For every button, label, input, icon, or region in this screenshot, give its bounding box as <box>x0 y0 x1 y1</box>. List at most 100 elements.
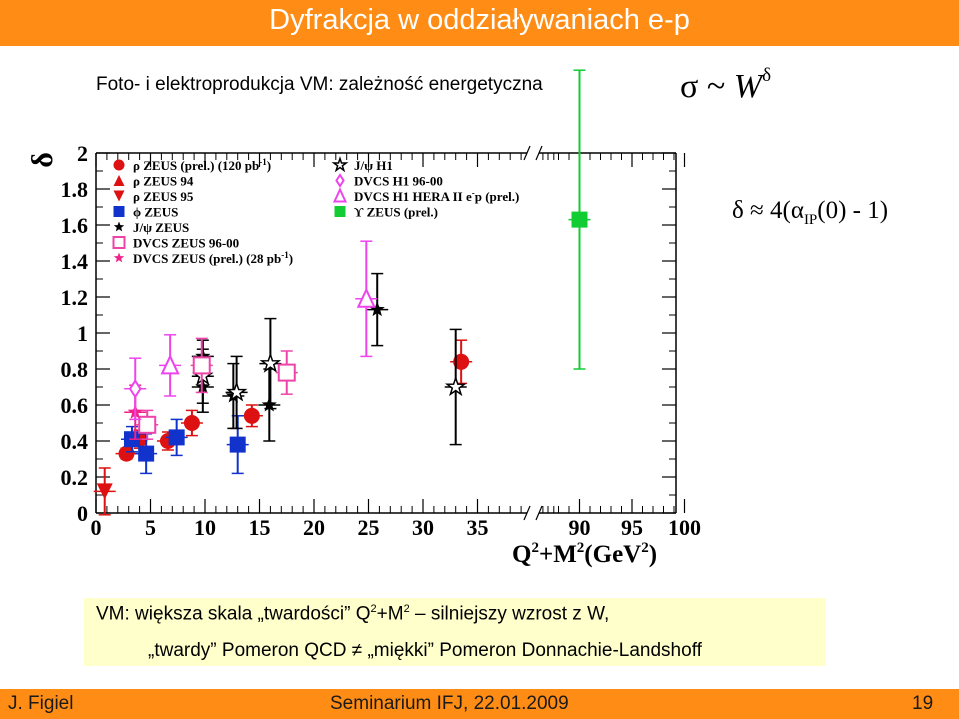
data-point <box>356 287 376 308</box>
data-point <box>229 436 246 453</box>
series-7 <box>124 357 147 421</box>
footer-author: J. Figiel <box>8 693 74 714</box>
legend-right-item-label: DVCS H1 HERA II e-p (prel.) <box>354 188 519 204</box>
x-tick-label: 100 <box>668 515 701 540</box>
legend-left-item-marker <box>113 206 125 217</box>
data-point <box>192 356 211 375</box>
x-axis-label-m: +M <box>539 541 577 568</box>
slide-title: Dyfrakcja w oddziaływaniach e-p <box>269 4 690 36</box>
sigma-formula-lhs: σ ~ <box>680 68 734 105</box>
x-tick-label: 10 <box>194 515 216 540</box>
legend-right-item-label: J/ψ H1 <box>354 158 393 173</box>
x-tick-label: 0 <box>91 515 102 540</box>
delta-formula: δ ≈ 4(αIP(0) - 1) <box>732 197 888 229</box>
legend-left-item-label: ρ ZEUS (prel.) (120 pb-1) <box>133 157 271 173</box>
legend-left-item-label: ρ ZEUS 94 <box>133 174 194 189</box>
sigma-formula-exp: δ <box>762 64 772 86</box>
data-point <box>444 375 467 397</box>
legend-right-item-marker <box>335 173 345 188</box>
data-point <box>277 363 296 382</box>
note-line-1-c: – silniejszy wzrost z W, <box>409 603 610 625</box>
note-line-1-a: VM: większa skala „twardości” Q <box>96 603 371 625</box>
axis-break-mark <box>523 145 531 161</box>
legend-right-item-marker <box>331 156 349 173</box>
title-bar <box>0 0 959 46</box>
data-point <box>259 352 282 373</box>
delta-formula-sub: IP <box>803 212 818 228</box>
x-tick-label: 95 <box>621 515 643 540</box>
data-point <box>243 407 260 424</box>
footer-event: Seminarium IFJ, 22.01.2009 <box>330 693 569 714</box>
legend-left-item-label: ρ ZEUS 95 <box>133 189 194 204</box>
x-tick-label: 90 <box>569 515 591 540</box>
note-line-1-sup2: 2 <box>403 603 410 615</box>
x-axis-label-q: Q <box>512 541 531 568</box>
y-tick-label: 0.4 <box>61 429 89 454</box>
data-point <box>168 429 185 446</box>
sigma-formula: σ ~ Wδ <box>680 64 772 106</box>
axis-break-mark <box>535 505 543 521</box>
series-8 <box>159 240 378 397</box>
axis-break-mark <box>535 145 543 161</box>
x-axis-label-sup-2: 2 <box>577 540 585 556</box>
data-point <box>138 445 155 462</box>
x-tick-label: 25 <box>358 515 380 540</box>
legend-right-item-label: DVCS H1 96-00 <box>354 174 443 189</box>
y-tick-label: 1.6 <box>61 213 89 238</box>
y-tick-label: 0.8 <box>61 357 89 382</box>
x-axis-label-sup-1: 2 <box>531 540 539 556</box>
legend-left-item-label: ϕ ZEUS <box>133 205 178 220</box>
series-2 <box>120 415 249 475</box>
legend-left-item-marker <box>112 236 126 249</box>
legend-left-item-marker <box>113 221 125 232</box>
legend-left-item-label: DVCS ZEUS 96-00 <box>133 236 239 251</box>
x-tick-label: 15 <box>249 515 271 540</box>
legend-left-item-marker <box>113 159 125 171</box>
data-point <box>453 353 470 370</box>
x-axis-label-sup-3: 2 <box>641 540 649 556</box>
footer-bar <box>0 689 959 719</box>
y-tick-label: 0.6 <box>61 393 89 418</box>
legend-left-item-marker <box>113 175 125 186</box>
series-1 <box>93 467 116 516</box>
note-line-1: VM: większa skala „twardości” Q2+M2 – si… <box>96 603 609 625</box>
y-tick-label: 1.2 <box>61 285 89 310</box>
legend-left-item-marker <box>113 252 125 263</box>
data-point <box>96 483 113 500</box>
data-point <box>128 378 142 399</box>
legend-left-item-label: DVCS ZEUS (prel.) (28 pb-1) <box>133 250 293 266</box>
x-tick-label: 30 <box>412 515 434 540</box>
x-tick-label: 20 <box>303 515 325 540</box>
y-tick-label: 0.2 <box>61 465 89 490</box>
y-tick-label: 2 <box>77 141 88 166</box>
note-line-1-b: +M <box>376 603 404 625</box>
y-axis-label: δ <box>26 152 59 168</box>
y-tick-label: 1.8 <box>61 177 89 202</box>
y-tick-label: 0 <box>77 501 88 526</box>
data-point <box>138 415 157 434</box>
series-9 <box>568 69 591 370</box>
x-tick-label: 35 <box>467 515 489 540</box>
data-point <box>225 381 248 402</box>
data-point <box>118 445 135 462</box>
note-box <box>84 598 826 666</box>
footer-page-number: 19 <box>912 693 934 714</box>
y-tick-label: 1.4 <box>61 249 89 274</box>
series-5 <box>136 337 298 440</box>
x-axis-label-unit: (GeV <box>584 541 641 568</box>
delta-formula-rhs: (0) - 1) <box>817 197 889 224</box>
data-point <box>261 397 277 412</box>
x-axis-label: Q2+M2(GeV2) <box>512 540 657 568</box>
data-point <box>160 354 180 375</box>
legend-left-item-marker <box>113 190 125 202</box>
y-tick-label: 1 <box>77 321 88 346</box>
legend-left-item-label: J/ψ ZEUS <box>133 220 189 235</box>
data-point <box>183 415 200 431</box>
x-axis-label-close: ) <box>649 541 657 568</box>
legend-right-item-marker <box>332 187 348 203</box>
delta-formula-lhs: δ ≈ 4(α <box>732 197 804 224</box>
data-point <box>571 211 588 228</box>
note-line-2: „twardy” Pomeron QCD ≠ „miękki” Pomeron … <box>148 640 702 661</box>
slide-subtitle: Foto- i elektroprodukcja VM: zależność e… <box>96 74 543 95</box>
delta-vs-scale-chart: 00.20.40.60.811.21.41.61.820 5 10 15 20 25 30 3… <box>26 69 701 568</box>
